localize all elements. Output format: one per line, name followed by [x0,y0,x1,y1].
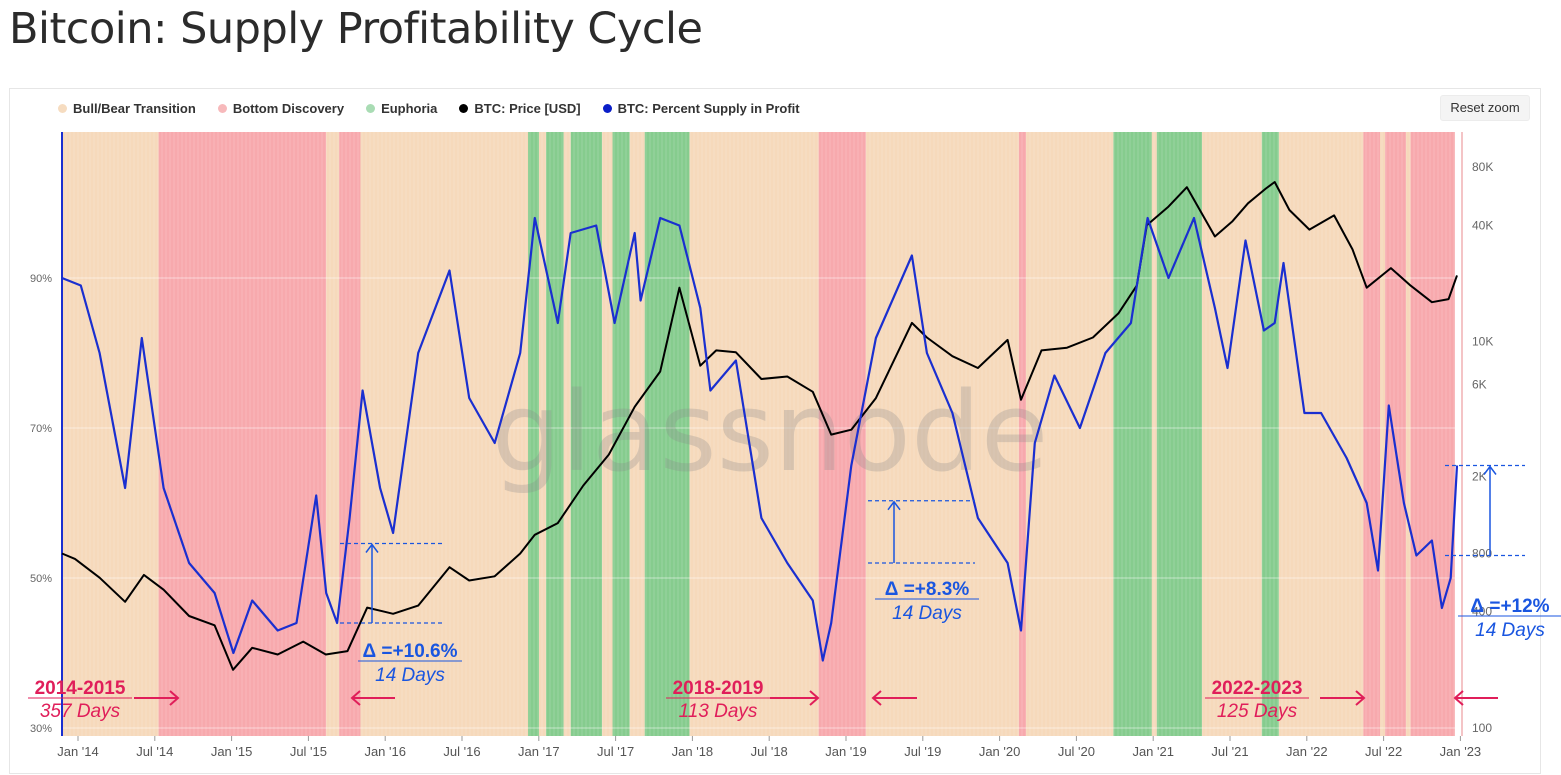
cycle-arrow-left-head [1453,690,1464,706]
x-tick-label: Jul '14 [136,744,173,759]
delta-duration-label: 14 Days [892,603,962,624]
y-right-tick-label: 6K [1472,377,1487,391]
x-tick-label: Jan '22 [1286,744,1328,759]
x-tick-label: Jul '17 [597,744,634,759]
legend-item-price[interactable]: BTC: Price [USD] [459,101,581,116]
legend-dot-icon [217,104,227,113]
x-tick-label: Jul '18 [751,744,788,759]
x-tick-label: Jul '19 [904,744,941,759]
phase-band-transition [1380,132,1386,736]
cycle-arrow-right-head [169,690,180,706]
legend-dot-icon [366,104,376,113]
legend-label: BTC: Price [USD] [474,101,581,116]
x-tick-label: Jan '16 [364,744,406,759]
phase-band-transition [629,132,645,736]
legend-item-profit[interactable]: BTC: Percent Supply in Profit [602,101,800,116]
legend-dot-icon [459,104,469,113]
cycle-period-label: 2022-2023 [1212,678,1303,699]
phase-band-transition [1025,132,1114,736]
phase-band-transition [865,132,1019,736]
x-tick-label: Jan '20 [979,744,1021,759]
legend-item-euphoria[interactable]: Euphoria [366,101,437,116]
legend-label: Bull/Bear Transition [73,101,196,116]
phase-band-bottom [1385,132,1406,736]
legend-label: Bottom Discovery [232,101,345,116]
phase-band-bottom [1018,132,1026,736]
delta-value-label: Δ =+8.3% [885,579,970,600]
delta-value-label: Δ =+10.6% [363,641,458,662]
phase-band-transition [326,132,340,736]
cycle-duration-label: 113 Days [679,701,758,722]
phase-band-transition [538,132,547,736]
series-price-line [61,181,1458,671]
legend-dot-icon [602,104,612,113]
phase-band-bottom [158,132,327,736]
phase-band-transition [689,132,819,736]
chart-legend: Bull/Bear Transition Bottom Discovery Eu… [58,101,800,116]
phase-band-bottom [1410,132,1455,736]
phase-band-euphoria [612,132,630,736]
delta-duration-label: 14 Days [375,665,445,686]
cycle-period-label: 2014-2015 [35,678,126,699]
cycle-duration-label: 125 Days [1217,701,1298,722]
x-tick-label: Jul '20 [1058,744,1095,759]
phase-band-transition [602,132,613,736]
phase-band-euphoria [546,132,564,736]
legend-dot-icon [58,104,67,113]
phase-band-transition [62,132,159,736]
phase-band-transition [360,132,529,736]
phase-band-transition [563,132,571,736]
delta-arrow-head [365,543,379,553]
phase-band-euphoria [1156,132,1202,736]
cycle-arrow-left-head [871,690,882,706]
delta-value-label: Δ =+12% [1470,596,1549,617]
x-tick-label: Jan '17 [518,744,560,759]
y-right-tick-label: 10K [1472,335,1493,349]
x-tick-label: Jan '23 [1440,744,1482,759]
series-profit-line [61,216,1459,662]
phase-band-euphoria [528,132,539,736]
x-tick-label: Jan '18 [672,744,714,759]
cycle-arrow-left-head [350,690,361,706]
legend-label: Euphoria [381,101,438,116]
x-tick-label: Jan '14 [57,744,99,759]
delta-arrow-head [1483,465,1497,475]
cycle-arrow-right-head [1355,690,1366,706]
y-left-tick-label: 30% [30,723,52,735]
y-left-tick-label: 70% [30,423,52,435]
x-tick-label: Jan '19 [825,744,867,759]
page-title: Bitcoin: Supply Profitability Cycle [9,4,703,54]
y-right-tick-label: 80K [1472,160,1493,174]
cycle-arrow-right-head [809,690,820,706]
watermark-logo: glassnode [492,368,1049,496]
legend-item-transition[interactable]: Bull/Bear Transition [58,101,196,116]
x-tick-label: Jul '22 [1365,744,1402,759]
y-right-tick-label: 100 [1472,721,1492,735]
y-right-tick-label: 400 [1472,605,1492,619]
phase-band-bottom [1363,132,1381,736]
phase-band-transition [1151,132,1157,736]
x-tick-label: Jul '21 [1211,744,1248,759]
phase-band-transition [1405,132,1411,736]
y-right-tick-label: 2K [1472,470,1487,484]
phase-band-transition [1278,132,1364,736]
cycle-period-label: 2018-2019 [673,678,764,699]
x-tick-label: Jul '15 [290,744,327,759]
y-left-tick-label: 50% [30,573,52,585]
legend-label: BTC: Percent Supply in Profit [617,101,800,116]
x-tick-label: Jul '16 [443,744,480,759]
delta-arrow-head [887,500,901,511]
cycle-duration-label: 357 Days [40,701,121,722]
reset-zoom-button[interactable]: Reset zoom [1440,95,1530,121]
x-tick-label: Jan '21 [1132,744,1174,759]
phase-band-bottom [339,132,361,736]
y-right-tick-label: 800 [1472,547,1492,561]
x-tick-label: Jan '15 [211,744,253,759]
y-left-tick-label: 90% [30,273,52,285]
phase-band-euphoria [1261,132,1279,736]
delta-duration-label: 14 Days [1475,620,1545,641]
y-right-tick-label: 40K [1472,218,1493,232]
legend-item-bottom[interactable]: Bottom Discovery [217,101,345,116]
